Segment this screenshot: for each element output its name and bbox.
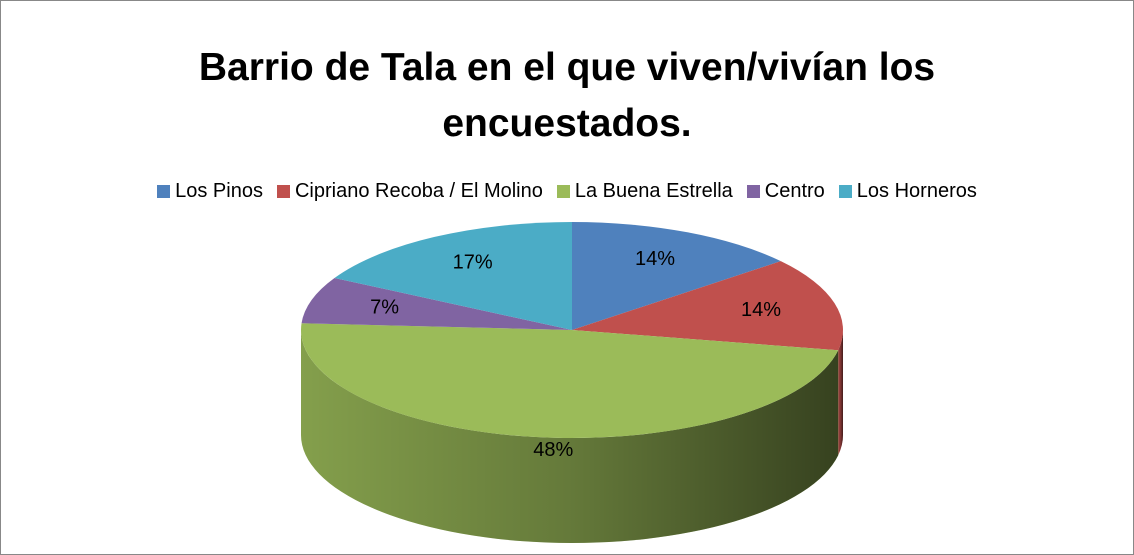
- slice-side-shade: [838, 330, 843, 456]
- legend-swatch: [556, 185, 570, 198]
- data-label: 14%: [741, 299, 781, 321]
- legend-swatch: [157, 185, 171, 198]
- legend-swatch: [276, 185, 290, 198]
- slice: [301, 277, 572, 330]
- legend-item: La Buena Estrella: [556, 180, 733, 203]
- legend-swatch: [746, 185, 760, 198]
- slice: [572, 222, 781, 330]
- slice: [334, 222, 572, 330]
- legend-label: Centro: [764, 180, 825, 202]
- data-label: 14%: [635, 248, 675, 270]
- slice: [301, 323, 839, 438]
- data-label: 48%: [533, 439, 573, 461]
- slice-side-shade: [301, 330, 839, 543]
- legend-label: Los Horneros: [856, 180, 977, 202]
- data-label: 7%: [370, 297, 399, 319]
- legend-item: Centro: [746, 180, 825, 203]
- slice: [572, 261, 843, 351]
- legend: Los Pinos Cipriano Recoba / El Molino La B…: [0, 180, 1134, 203]
- legend-swatch: [838, 185, 852, 198]
- data-label: 17%: [453, 251, 493, 273]
- legend-label: Cipriano Recoba / El Molino: [294, 180, 543, 202]
- legend-item: Los Pinos: [157, 180, 263, 203]
- chart-title: Barrio de Tala en el que viven/vivían lo…: [198, 46, 936, 145]
- legend-label: Los Pinos: [175, 180, 263, 202]
- legend-item: Cipriano Recoba / El Molino: [276, 180, 543, 203]
- legend-label: La Buena Estrella: [574, 180, 733, 202]
- legend-item: Los Horneros: [838, 180, 977, 203]
